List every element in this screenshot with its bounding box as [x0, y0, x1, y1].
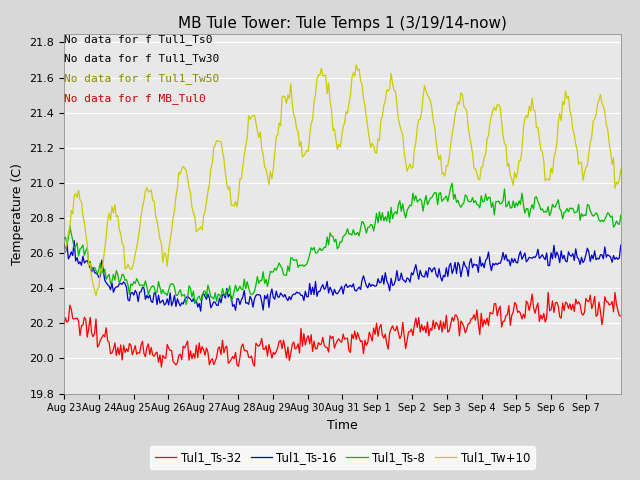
Tul1_Ts-16	[70, 238, 78, 243]
Tul1_Ts-8	[97, 260, 104, 266]
Tul1_Tw+10	[348, 75, 356, 81]
Tul1_Ts-8	[616, 222, 623, 228]
Tul1_Ts-32	[617, 313, 625, 319]
Tul1_Ts-32	[611, 289, 619, 295]
Tul1_Tw+10	[616, 177, 623, 183]
Tul1_Ts-16	[98, 257, 106, 263]
Tul1_Ts-16	[543, 250, 550, 256]
Tul1_Tw+10	[543, 176, 550, 182]
Line: Tul1_Ts-32: Tul1_Ts-32	[64, 292, 621, 367]
Tul1_Ts-32	[541, 319, 549, 325]
Tul1_Ts-32	[616, 313, 623, 319]
Tul1_Ts-8	[543, 209, 550, 215]
Tul1_Ts-32	[458, 320, 466, 326]
Tul1_Ts-16	[349, 281, 357, 287]
Tul1_Ts-8	[182, 301, 190, 307]
Tul1_Tw+10	[617, 167, 625, 172]
Tul1_Ts-16	[460, 259, 468, 264]
Tul1_Tw+10	[460, 104, 468, 109]
Tul1_Ts-8	[348, 232, 356, 238]
Tul1_Ts-16	[616, 255, 623, 261]
Legend: Tul1_Ts-32, Tul1_Ts-16, Tul1_Ts-8, Tul1_Tw+10: Tul1_Ts-32, Tul1_Ts-16, Tul1_Ts-8, Tul1_…	[150, 446, 535, 469]
Tul1_Ts-16	[197, 308, 205, 314]
Text: No data for f MB_Tul0: No data for f MB_Tul0	[64, 93, 205, 104]
Tul1_Ts-8	[60, 236, 68, 242]
Tul1_Ts-32	[348, 332, 356, 337]
Tul1_Ts-32	[157, 364, 165, 370]
Line: Tul1_Ts-8: Tul1_Ts-8	[64, 183, 621, 304]
Title: MB Tule Tower: Tule Temps 1 (3/19/14-now): MB Tule Tower: Tule Temps 1 (3/19/14-now…	[178, 16, 507, 31]
Text: No data for f Tul1_Ts0: No data for f Tul1_Ts0	[64, 34, 212, 45]
Line: Tul1_Tw+10: Tul1_Tw+10	[64, 65, 621, 296]
Tul1_Ts-8	[79, 242, 87, 248]
Tul1_Ts-16	[617, 242, 625, 248]
Tul1_Ts-32	[79, 322, 87, 328]
Line: Tul1_Ts-16: Tul1_Ts-16	[64, 240, 621, 311]
Tul1_Tw+10	[92, 293, 100, 299]
Tul1_Ts-32	[60, 322, 68, 327]
Tul1_Tw+10	[98, 268, 106, 274]
Tul1_Tw+10	[60, 246, 68, 252]
Tul1_Ts-8	[617, 213, 625, 218]
Text: No data for f Tul1_Tw50: No data for f Tul1_Tw50	[64, 73, 220, 84]
Tul1_Tw+10	[79, 213, 87, 219]
X-axis label: Time: Time	[327, 419, 358, 432]
Tul1_Ts-8	[460, 200, 468, 206]
Tul1_Ts-32	[97, 337, 104, 343]
Y-axis label: Temperature (C): Temperature (C)	[11, 163, 24, 264]
Text: No data for f Tul1_Tw30: No data for f Tul1_Tw30	[64, 53, 220, 64]
Tul1_Ts-8	[449, 180, 456, 186]
Tul1_Tw+10	[353, 62, 360, 68]
Tul1_Ts-16	[81, 260, 88, 266]
Tul1_Ts-16	[60, 240, 68, 246]
